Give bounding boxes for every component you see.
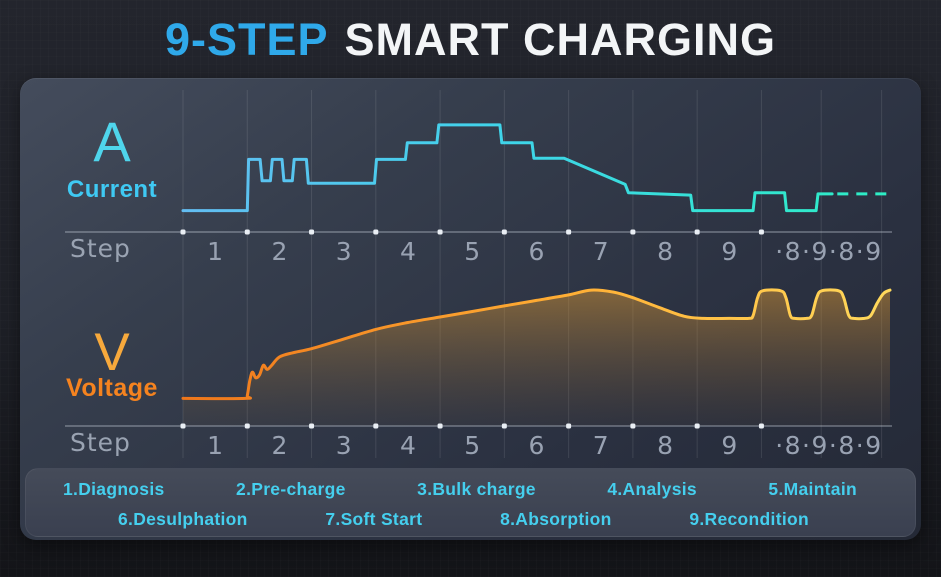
- step-tick-label: 6: [529, 431, 545, 460]
- legend-panel: 1.Diagnosis 2.Pre-charge 3.Bulk charge 4.An…: [25, 468, 916, 537]
- step-tick-label: 3: [336, 431, 352, 460]
- step-axis-label-current: Step: [70, 234, 131, 263]
- axis-tick-dot: [501, 229, 507, 235]
- axis-tick-dot: [630, 423, 636, 429]
- axis-tick-dot: [694, 423, 700, 429]
- step-tick-label: 4: [400, 237, 416, 266]
- current-curve: [181, 123, 834, 213]
- step-tick-label: 1: [207, 431, 223, 460]
- axis-tick-dot: [758, 229, 764, 235]
- legend-item: 8.Absorption: [500, 509, 612, 529]
- step-tick-label: 4: [400, 431, 416, 460]
- step-tick-label: 2: [271, 431, 287, 460]
- legend-item: 6.Desulphation: [118, 509, 248, 529]
- chart-panel: 1 2 3 4 5 6 7 8 9 ·8·9·8·9 1 2 3 4 5 6 7 8 9 ·8·9·8·9 A Cur…: [20, 78, 921, 540]
- axis-tick-dot: [244, 229, 250, 235]
- legend-row-2: 6.Desulphation 7.Soft Start 8.Absorption 9.…: [26, 509, 915, 530]
- axis-tick-dot: [566, 423, 572, 429]
- step-tick-label: 8: [657, 431, 673, 460]
- amps-symbol: A: [93, 110, 131, 173]
- step-tick-label: ·8·9·8·9: [775, 237, 882, 266]
- step-tick-label: 5: [464, 431, 480, 460]
- volts-symbol: V: [94, 323, 130, 382]
- step-tick-label: 2: [271, 237, 287, 266]
- axis-tick-dot: [309, 423, 315, 429]
- legend-item: 4.Analysis: [607, 479, 697, 499]
- title-text: SMART CHARGING: [344, 14, 777, 65]
- axis-tick-dot: [309, 229, 315, 235]
- step-tick-label: ·8·9·8·9: [775, 431, 882, 460]
- axis-tick-dot: [244, 423, 250, 429]
- step-tick-label: 8: [657, 237, 673, 266]
- axis-tick-dot: [630, 229, 636, 235]
- legend-item: 9.Recondition: [689, 509, 809, 529]
- step-tick-label: 6: [529, 237, 545, 266]
- step-tick-label: 1: [207, 237, 223, 266]
- step-tick-label: 9: [721, 237, 737, 266]
- voltage-curve: [181, 288, 892, 401]
- axis-tick-dot: [373, 229, 379, 235]
- axis-tick-dot: [501, 423, 507, 429]
- legend-row-1: 1.Diagnosis 2.Pre-charge 3.Bulk charge 4.An…: [26, 479, 915, 500]
- legend-item: 5.Maintain: [768, 479, 857, 499]
- axis-tick-dot: [437, 423, 443, 429]
- title-highlight: 9-STEP: [164, 14, 329, 65]
- axis-tick-dot: [180, 229, 186, 235]
- step-tick-label: 3: [336, 237, 352, 266]
- page-title: 9-STEP SMART CHARGING: [0, 10, 941, 70]
- axis-tick-dot: [437, 229, 443, 235]
- current-label: Current: [66, 176, 158, 203]
- legend-item: 3.Bulk charge: [417, 479, 536, 499]
- step-tick-label: 7: [593, 237, 609, 266]
- step-tick-label: 9: [721, 431, 737, 460]
- step-tick-label: 7: [593, 431, 609, 460]
- axis-tick-dot: [566, 229, 572, 235]
- charging-chart: 1 2 3 4 5 6 7 8 9 ·8·9·8·9 1 2 3 4 5 6 7 8 9 ·8·9·8·9: [65, 90, 892, 460]
- legend-item: 1.Diagnosis: [63, 479, 165, 499]
- voltage-label: Voltage: [66, 374, 158, 402]
- axis-tick-dot: [758, 423, 764, 429]
- axis-tick-dot: [373, 423, 379, 429]
- voltage-area: [183, 289, 890, 426]
- axis-tick-dot: [180, 423, 186, 429]
- step-tick-label: 5: [464, 237, 480, 266]
- legend-item: 2.Pre-charge: [236, 479, 346, 499]
- axis-tick-dot: [694, 229, 700, 235]
- step-axis-label-voltage: Step: [70, 428, 131, 457]
- legend-item: 7.Soft Start: [325, 509, 423, 529]
